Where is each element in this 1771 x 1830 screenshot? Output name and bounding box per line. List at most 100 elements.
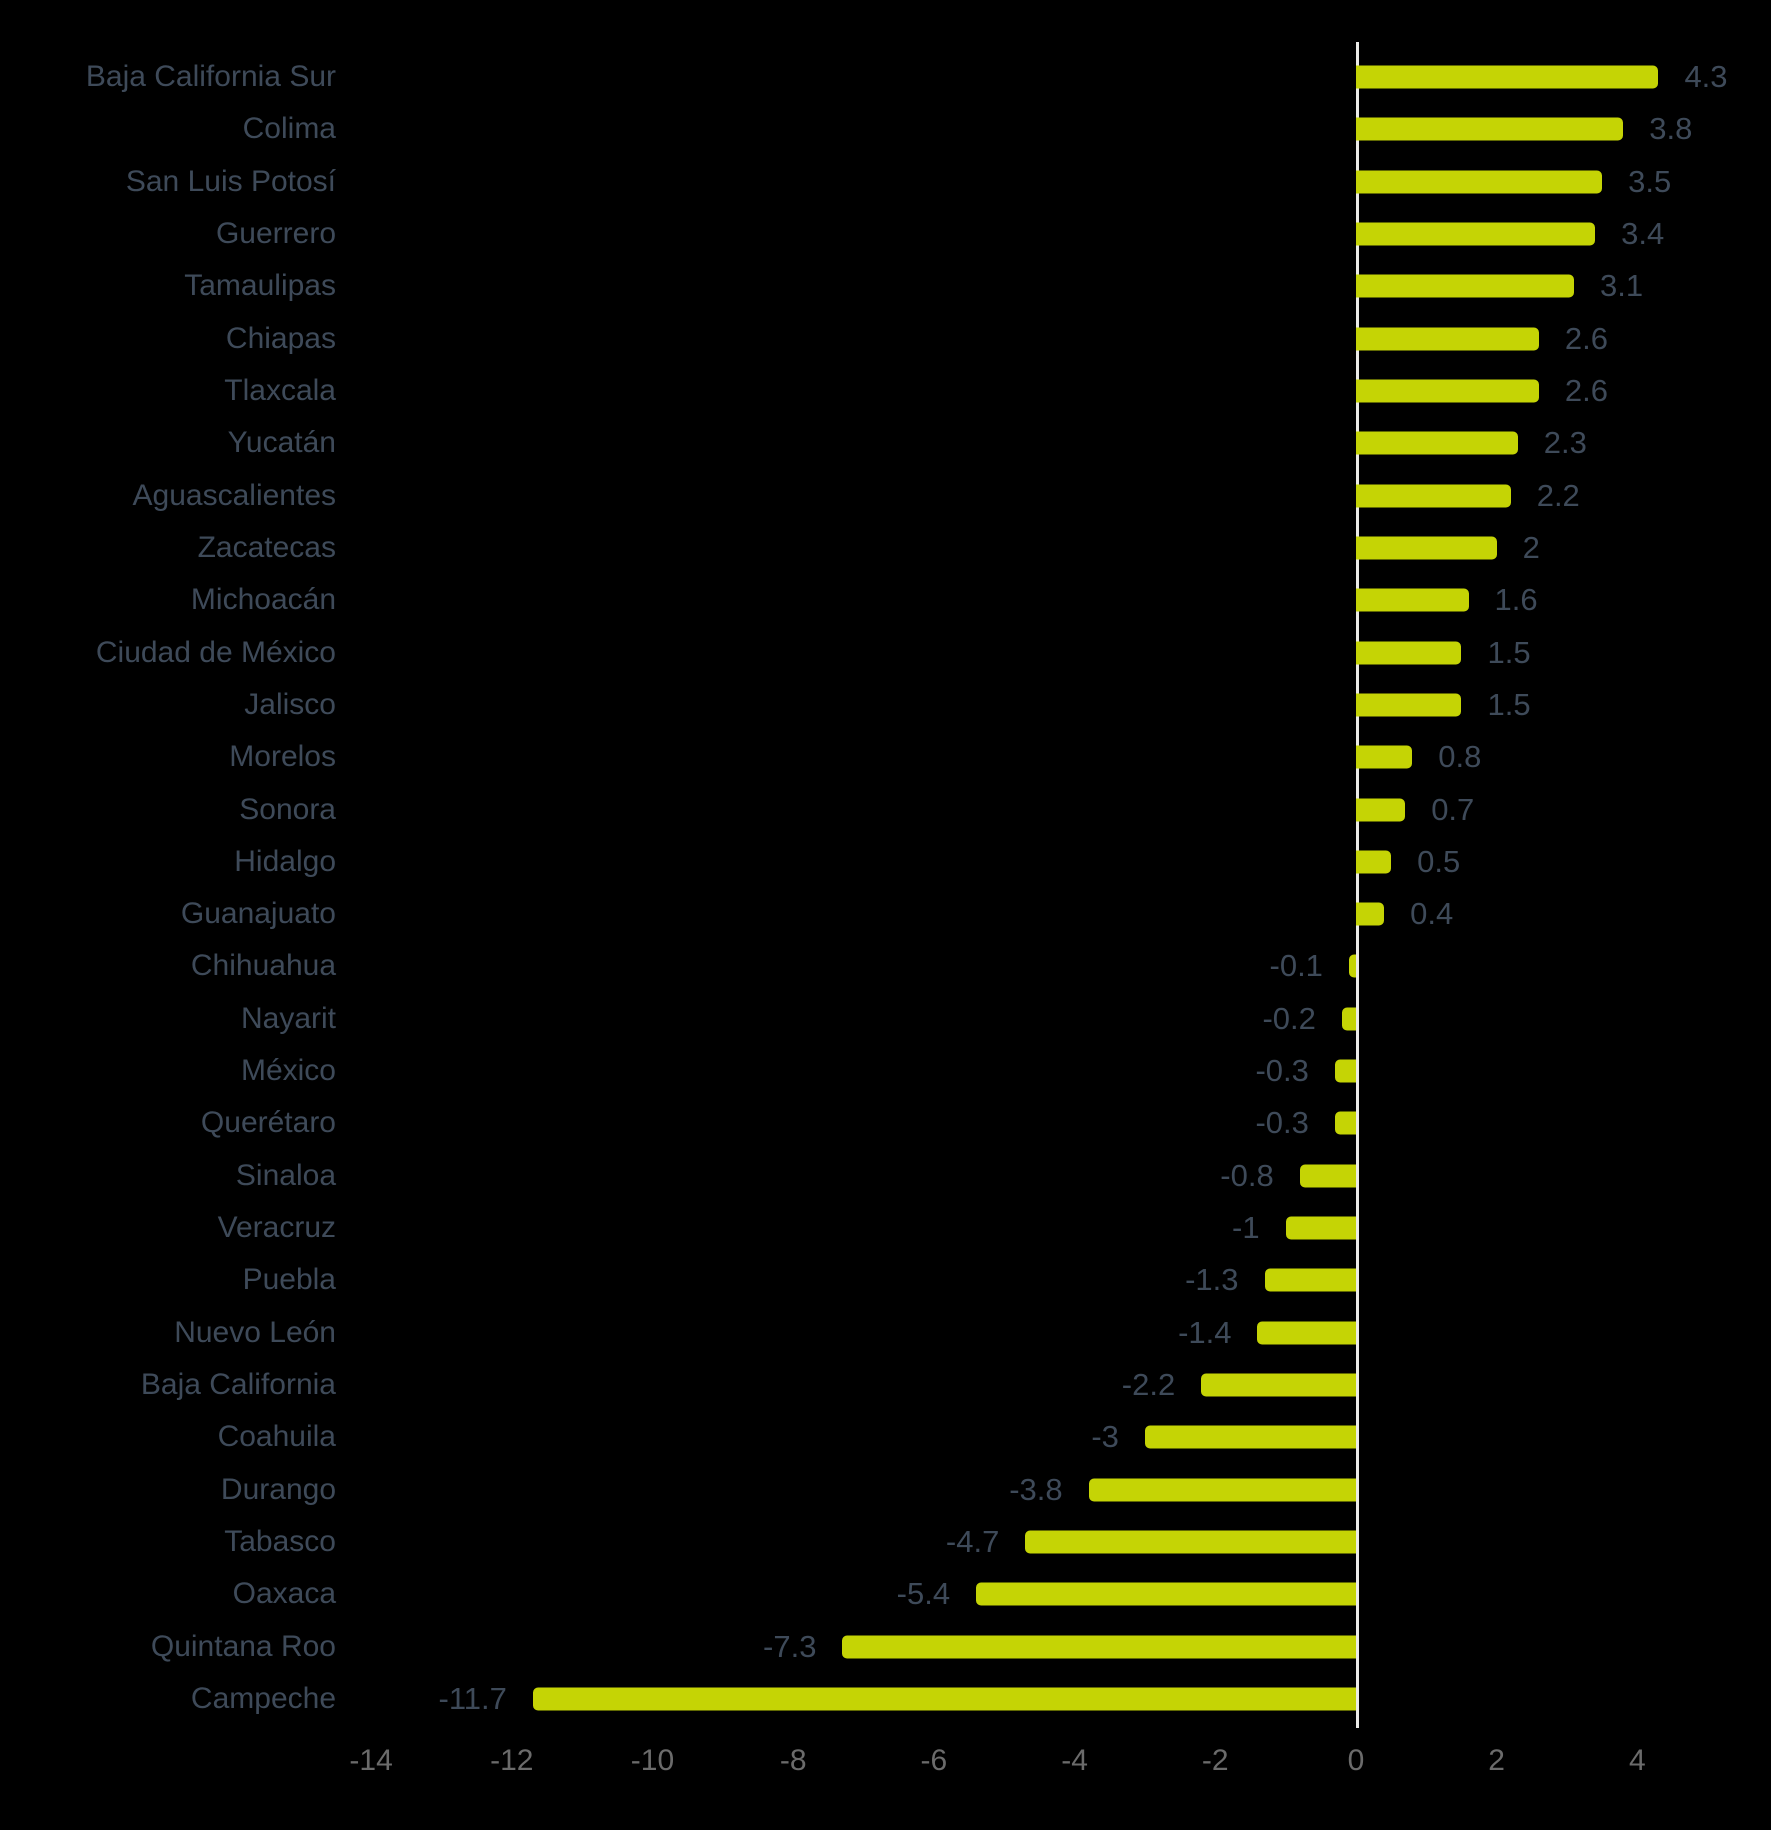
category-label: Sonora [239,792,336,826]
bar [1355,117,1624,141]
x-tick-label: 4 [1628,1744,1646,1777]
bar-row: Nuevo León -1.4 [0,1307,1771,1359]
bar-row: Coahuila -3 [0,1411,1771,1463]
bar-track: -4.7 [350,1516,1771,1568]
bar-track: -0.8 [350,1150,1771,1202]
bar-row: Yucatán 2.3 [0,417,1771,469]
value-label: 3.5 [1628,163,1672,199]
bar-row: Chiapas 2.6 [0,313,1771,365]
bar-row: Hidalgo 0.5 [0,836,1771,888]
category-label: Tamaulipas [184,269,336,303]
bar-row: Zacatecas 2 [0,522,1771,574]
bar-row: Tlaxcala 2.6 [0,365,1771,417]
value-label: 3.4 [1621,216,1665,252]
bar-row: Morelos 0.8 [0,731,1771,783]
bar [1144,1425,1356,1449]
category-label: Guerrero [215,217,336,251]
bar [1285,1216,1356,1240]
category-label: Chiapas [225,321,336,355]
bar-row: Sinaloa -0.8 [0,1150,1771,1202]
category-label: Jalisco [244,687,336,721]
category-label: Nuevo León [174,1315,336,1349]
bar-row: Michoacán 1.6 [0,574,1771,626]
bar-track: 4.3 [350,51,1771,103]
bar-track: 1.6 [350,574,1771,626]
bar [1299,1164,1356,1188]
x-tick-label: -8 [779,1744,807,1777]
bar-row: Nayarit -0.2 [0,993,1771,1045]
bar-track: -3 [350,1411,1771,1463]
bar-track: 3.4 [350,208,1771,260]
bar-row: Ciudad de México 1.5 [0,626,1771,678]
bar-row: Durango -3.8 [0,1463,1771,1515]
bar-track: 2.2 [350,470,1771,522]
chart-rows: Baja California Sur 4.3 Colima 3.8 San L… [0,51,1771,1725]
category-label: Puebla [242,1263,336,1297]
bar-track: 0.8 [350,731,1771,783]
bar [1355,379,1539,403]
bar-row: Aguascalientes 2.2 [0,470,1771,522]
bar-track: 3.8 [350,103,1771,155]
category-label: Baja California Sur [85,60,336,94]
category-label: Yucatán [227,426,336,460]
bar-row: Quintana Roo -7.3 [0,1620,1771,1672]
category-label: Campeche [190,1681,336,1715]
bar-track: 0.4 [350,888,1771,940]
value-label: 2.6 [1564,373,1608,409]
value-label: 1.6 [1494,582,1538,618]
value-label: 0.7 [1431,791,1475,827]
category-label: Baja California [140,1367,336,1401]
bar-row: Tamaulipas 3.1 [0,260,1771,312]
bar [1088,1478,1356,1502]
value-label: -4.7 [945,1523,1000,1559]
category-label: Veracruz [217,1211,336,1245]
category-label: Morelos [229,740,336,774]
bar [1257,1321,1356,1345]
bar-track: -0.3 [350,1097,1771,1149]
category-label: Zacatecas [197,530,336,564]
bar-track: 1.5 [350,679,1771,731]
bar [1355,588,1469,612]
zero-axis-line [1355,42,1359,1728]
value-label: 1.5 [1487,634,1531,670]
bar-track: 2 [350,522,1771,574]
category-label: Tabasco [224,1524,336,1558]
bar-row: Puebla -1.3 [0,1254,1771,1306]
bar [1348,954,1356,978]
bar-track: 0.5 [350,836,1771,888]
bar [1355,170,1603,194]
category-label: Guanajuato [180,897,336,931]
bar-row: Oaxaca -5.4 [0,1568,1771,1620]
value-label: 4.3 [1684,59,1728,95]
bar [1341,1007,1356,1031]
bar-track: 2.6 [350,313,1771,365]
value-label: 3.8 [1649,111,1693,147]
value-label: 0.8 [1438,739,1482,775]
bar-track: -0.1 [350,940,1771,992]
bar [1355,850,1392,874]
bar [1355,431,1518,455]
bar-row: Guanajuato 0.4 [0,888,1771,940]
category-label: Michoacán [190,583,336,617]
value-label: -11.7 [438,1680,507,1716]
bar-track: -0.3 [350,1045,1771,1097]
bar [1355,274,1575,298]
category-label: Oaxaca [232,1577,336,1611]
bar-row: Querétaro -0.3 [0,1097,1771,1149]
bar-track: 3.5 [350,156,1771,208]
bar [1355,693,1462,717]
category-label: Coahuila [217,1420,336,1454]
value-label: -2.2 [1121,1366,1176,1402]
category-label: Chihuahua [190,949,336,983]
category-label: Colima [242,112,336,146]
x-axis: -14 -12 -10 -8 -6 -4 -2 0 2 4 [349,1744,1771,1786]
bar-track: 1.5 [350,626,1771,678]
bar [1201,1373,1356,1397]
value-label: -0.2 [1262,1000,1316,1036]
category-label: Nayarit [240,1001,336,1035]
bar [1355,327,1539,351]
value-label: -3 [1091,1419,1119,1455]
bar [1334,1111,1356,1135]
bar [1355,222,1596,246]
bar-track: 2.3 [350,417,1771,469]
